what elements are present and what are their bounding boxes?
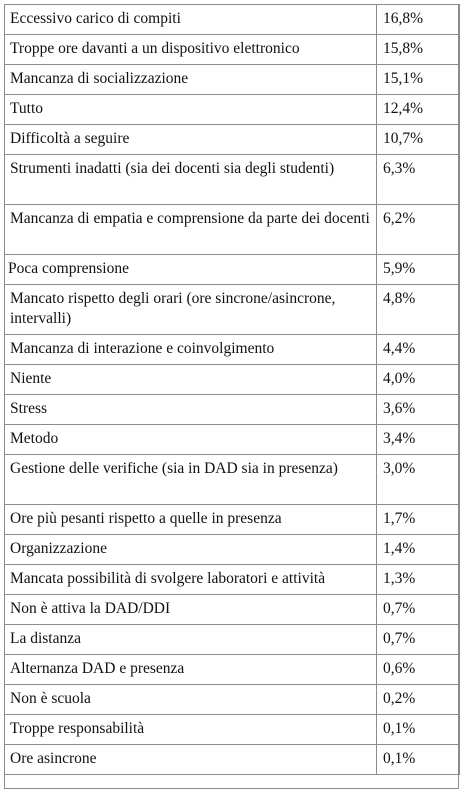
table-row: Troppe ore davanti a un dispositivo elet… [4, 34, 460, 65]
row-label: Non è attiva la DAD/DDI [4, 594, 377, 625]
row-value: 15,1% [376, 64, 460, 95]
row-value: 1,4% [376, 534, 460, 565]
row-label: Stress [4, 394, 377, 425]
table-row: Stress 3,6% [4, 394, 460, 425]
row-value: 0,7% [376, 624, 460, 655]
row-value: 6,3% [376, 154, 460, 205]
row-label: Mancanza di socializzazione [4, 64, 377, 95]
table-row: Mancanza di socializzazione 15,1% [4, 64, 460, 95]
table-row: Mancanza di interazione e coinvolgimento… [4, 334, 460, 365]
row-value: 0,1% [376, 744, 460, 775]
table-row: Mancato rispetto degli orari (ore sincro… [4, 284, 460, 335]
data-table: Eccessivo carico di compiti 16,8% Troppe… [4, 4, 460, 775]
table-row: Troppe responsabilità 0,1% [4, 714, 460, 745]
row-label: Alternanza DAD e presenza [4, 654, 377, 685]
row-label: Organizzazione [4, 534, 377, 565]
table-row: Ore più pesanti rispetto a quelle in pre… [4, 504, 460, 535]
row-value: 5,9% [376, 254, 460, 285]
row-label: Mancanza di empatia e comprensione da pa… [4, 204, 377, 255]
row-label: Poca comprensione [4, 254, 377, 285]
row-label: Mancato rispetto degli orari (ore sincro… [4, 284, 377, 335]
table-row: Mancanza di empatia e comprensione da pa… [4, 204, 460, 255]
row-label: Tutto [4, 94, 377, 125]
table-row: Difficoltà a seguire 10,7% [4, 124, 460, 155]
data-table-frame: Eccessivo carico di compiti 16,8% Troppe… [4, 4, 460, 789]
row-label: Ore più pesanti rispetto a quelle in pre… [4, 504, 377, 535]
row-value: 3,4% [376, 424, 460, 455]
row-label: Mancanza di interazione e coinvolgimento [4, 334, 377, 365]
row-value: 4,0% [376, 364, 460, 395]
row-value: 3,6% [376, 394, 460, 425]
row-label: Difficoltà a seguire [4, 124, 377, 155]
row-label: Mancata possibilità di svolgere laborato… [4, 564, 377, 595]
row-value: 4,4% [376, 334, 460, 365]
row-label: Non è scuola [4, 684, 377, 715]
row-value: 1,3% [376, 564, 460, 595]
table-row: Metodo 3,4% [4, 424, 460, 455]
table-row: Non è attiva la DAD/DDI 0,7% [4, 594, 460, 625]
row-value: 16,8% [376, 4, 460, 35]
table-row: Non è scuola 0,2% [4, 684, 460, 715]
table-row: Gestione delle verifiche (sia in DAD sia… [4, 454, 460, 505]
row-label: Gestione delle verifiche (sia in DAD sia… [4, 454, 377, 505]
row-value: 0,1% [376, 714, 460, 745]
table-row: Alternanza DAD e presenza 0,6% [4, 654, 460, 685]
row-value: 4,8% [376, 284, 460, 335]
row-label: Eccessivo carico di compiti [4, 4, 377, 35]
table-row: Organizzazione 1,4% [4, 534, 460, 565]
row-value: 0,6% [376, 654, 460, 685]
table-row: Ore asincrone 0,1% [4, 744, 460, 775]
row-value: 6,2% [376, 204, 460, 255]
row-value: 10,7% [376, 124, 460, 155]
row-label: Troppe ore davanti a un dispositivo elet… [4, 34, 377, 65]
row-value: 15,8% [376, 34, 460, 65]
row-label: Niente [4, 364, 377, 395]
table-row: Eccessivo carico di compiti 16,8% [4, 4, 460, 35]
row-label: La distanza [4, 624, 377, 655]
row-label: Ore asincrone [4, 744, 377, 775]
row-label: Troppe responsabilità [4, 714, 377, 745]
row-value: 0,7% [376, 594, 460, 625]
table-row: La distanza 0,7% [4, 624, 460, 655]
row-value: 0,2% [376, 684, 460, 715]
table-row: Niente 4,0% [4, 364, 460, 395]
row-label: Strumenti inadatti (sia dei docenti sia … [4, 154, 377, 205]
table-row: Poca comprensione 5,9% [4, 254, 460, 285]
row-value: 1,7% [376, 504, 460, 535]
row-value: 12,4% [376, 94, 460, 125]
row-value: 3,0% [376, 454, 460, 505]
row-label: Metodo [4, 424, 377, 455]
table-row: Strumenti inadatti (sia dei docenti sia … [4, 154, 460, 205]
table-row: Tutto 12,4% [4, 94, 460, 125]
table-row: Mancata possibilità di svolgere laborato… [4, 564, 460, 595]
